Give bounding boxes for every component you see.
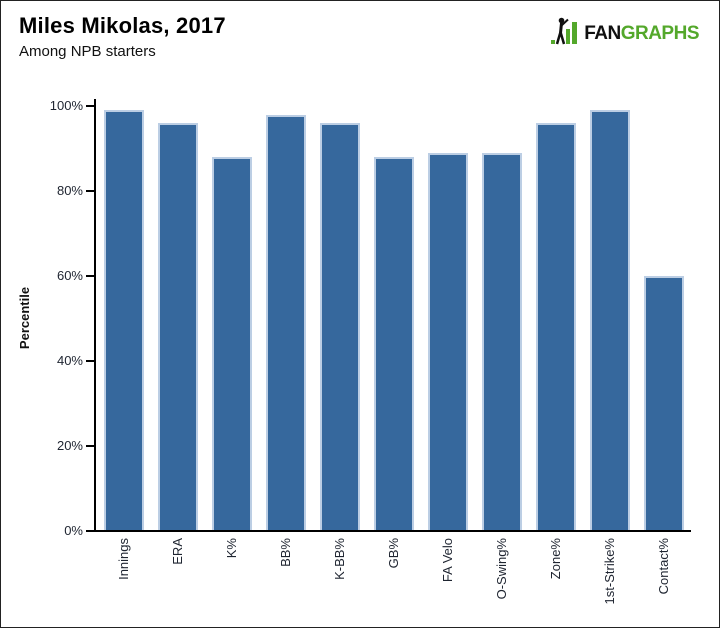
y-tick-label: 20% [56,438,83,453]
x-label-K-BB%: K-BB% [332,538,347,580]
logo-graphs-text: GRAPHS [620,22,700,44]
x-axis-line [94,530,691,532]
x-label-Innings: Innings [116,538,131,580]
y-axis-line [94,99,96,532]
y-tick-label: 40% [56,353,83,368]
x-label-O-Swing%: O-Swing% [494,538,509,600]
y-tick-mark [86,275,94,277]
x-label-BB%: BB% [278,538,293,567]
bar-Contact% [644,276,684,531]
y-tick-label: 80% [56,183,83,198]
x-label-GB%: GB% [386,538,401,569]
y-tick-mark [86,530,94,532]
fangraphs-logo: FANGRAPHS [551,17,700,50]
y-tick-label: 0% [64,523,83,538]
bar-ERA [158,123,198,531]
bar-GB% [374,157,414,531]
x-label-K%: K% [224,538,239,559]
x-label-Contact%: Contact% [656,538,671,595]
y-axis-title: Percentile [17,286,32,350]
bar-K% [212,157,252,531]
bar-1st-Strike% [590,110,630,531]
fangraphs-wordmark: FANGRAPHS [584,23,699,45]
chart-subtitle: Among NPB starters [19,43,156,60]
bar-BB% [266,114,306,531]
bar-Innings [104,110,144,531]
x-label-ERA: ERA [170,538,185,565]
y-tick-mark [86,360,94,362]
x-label-1st-Strike%: 1st-Strike% [602,538,617,605]
fangraphs-batter-icon [551,17,581,50]
logo-fan-text: FAN [584,22,621,44]
y-tick-mark [86,445,94,447]
chart-title: Miles Mikolas, 2017 [19,13,226,38]
x-label-FA Velo: FA Velo [440,538,455,583]
y-tick-label: 100% [49,98,83,113]
x-label-Zone%: Zone% [548,538,563,580]
bar-FA Velo [428,152,468,531]
y-tick-mark [86,105,94,107]
y-tick-mark [86,190,94,192]
bar-O-Swing% [482,152,522,531]
y-tick-label: 60% [56,268,83,283]
bar-K-BB% [320,123,360,531]
bar-Zone% [536,123,576,531]
